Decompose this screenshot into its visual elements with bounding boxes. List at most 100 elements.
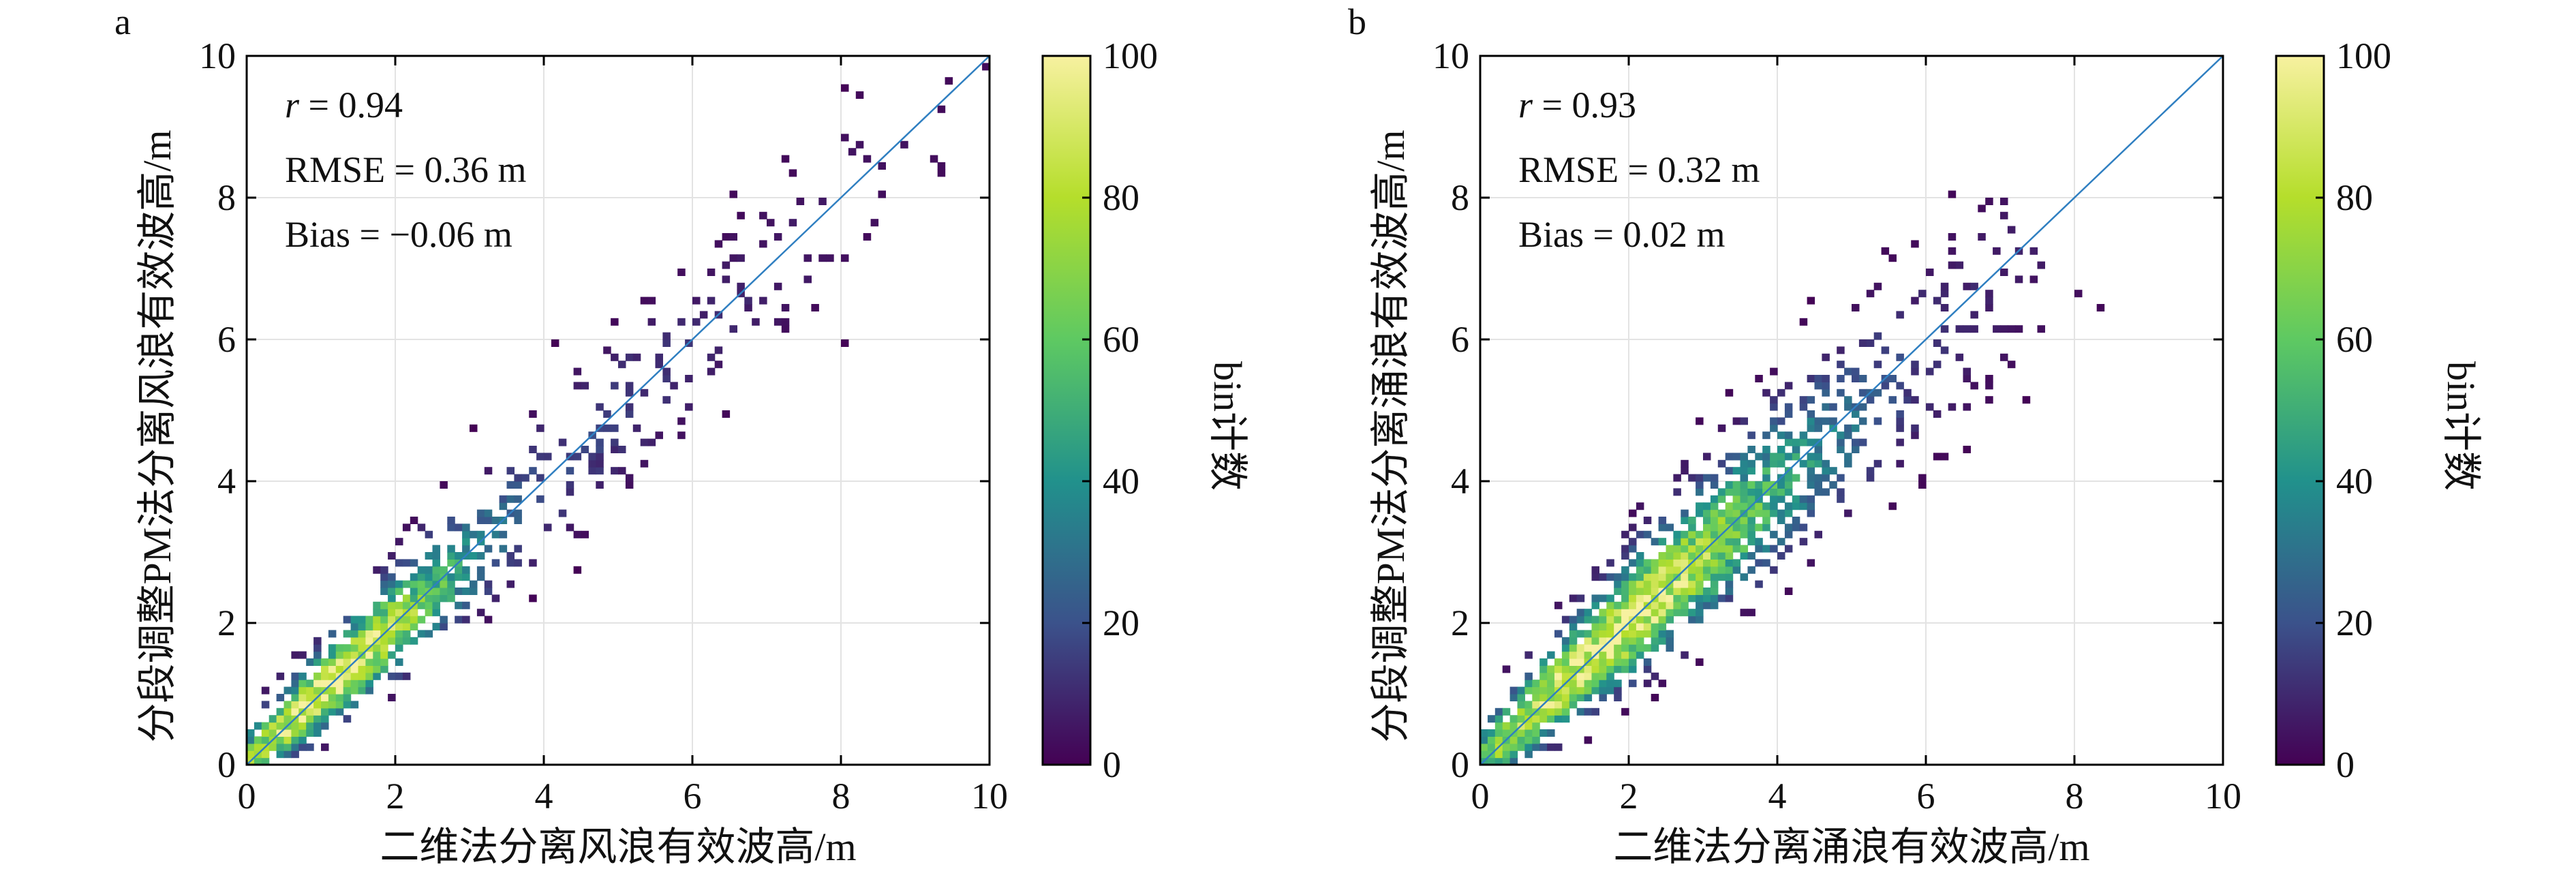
heatmap-cell	[1844, 453, 1852, 461]
heatmap-cell	[1696, 559, 1704, 567]
heatmap-cell	[1911, 361, 1919, 369]
heatmap-cell	[1784, 481, 1793, 489]
heatmap-cell	[1673, 601, 1681, 609]
heatmap-cell	[611, 353, 619, 361]
heatmap-cell	[321, 715, 329, 723]
heatmap-cell	[343, 694, 352, 701]
heatmap-cell	[1651, 538, 1659, 546]
heatmap-cell	[1666, 601, 1674, 609]
heatmap-cell	[566, 467, 574, 475]
heatmap-cell	[1710, 474, 1719, 482]
heatmap-cell	[1621, 707, 1629, 716]
heatmap-cell	[283, 743, 292, 751]
colorbar-label-b: bin计数	[2439, 361, 2483, 491]
y-tick-label-a: 4	[217, 461, 236, 502]
heatmap-cell	[1903, 396, 1912, 404]
heatmap-cell	[1740, 552, 1748, 560]
heatmap-cell	[506, 481, 515, 489]
heatmap-cell	[328, 686, 337, 695]
heatmap-cell	[692, 318, 701, 326]
heatmap-cell	[321, 658, 329, 666]
heatmap-cell	[1799, 502, 1808, 510]
heatmap-cell	[1681, 609, 1689, 617]
heatmap-cell	[343, 651, 352, 659]
x-tick-label-a: 4	[535, 776, 553, 817]
heatmap-cell	[373, 615, 381, 624]
heatmap-cell	[1614, 680, 1622, 688]
heatmap-cell	[573, 566, 582, 574]
heatmap-cell	[373, 665, 381, 673]
heatmap-cell	[462, 523, 470, 532]
heatmap-cell	[611, 438, 619, 446]
heatmap-cell	[1755, 453, 1763, 461]
heatmap-cell	[425, 566, 433, 574]
heatmap-cell	[1732, 467, 1741, 475]
heatmap-cell	[447, 552, 455, 560]
heatmap-cell	[1717, 459, 1726, 468]
heatmap-cell	[1681, 467, 1689, 475]
heatmap-cell	[1784, 474, 1793, 482]
heatmap-cell	[707, 269, 716, 276]
heatmap-cell	[1852, 304, 1860, 311]
heatmap-cell	[581, 446, 589, 453]
heatmap-cell	[1599, 686, 1607, 695]
heatmap-cell	[291, 694, 299, 701]
heatmap-cell	[484, 545, 493, 553]
heatmap-cell	[313, 651, 322, 659]
colorbar-label-a: bin计数	[1206, 361, 1250, 491]
heatmap-cell	[1606, 623, 1614, 630]
heatmap-cell	[1636, 566, 1644, 574]
heatmap-cell	[662, 396, 671, 404]
y-tick-label-b: 4	[1451, 461, 1469, 502]
heatmap-cell	[1770, 367, 1778, 376]
heatmap-cell	[499, 545, 508, 553]
heatmap-cell	[402, 580, 411, 588]
heatmap-cell	[1985, 375, 1993, 382]
heatmap-cell	[2074, 290, 2083, 298]
heatmap-cell	[313, 729, 322, 737]
heatmap-cell	[662, 332, 671, 340]
heatmap-cell	[1948, 233, 1957, 241]
heatmap-cell	[1762, 502, 1770, 510]
heatmap-cell	[1873, 417, 1882, 425]
heatmap-cell	[1933, 453, 1942, 461]
heatmap-cell	[1822, 403, 1830, 411]
heatmap-cell	[261, 701, 270, 709]
heatmap-cell	[1963, 282, 1971, 290]
heatmap-cell	[1792, 474, 1800, 482]
heatmap-cell	[1725, 588, 1734, 595]
heatmap-cell	[1762, 467, 1770, 475]
heatmap-cell	[417, 630, 426, 638]
heatmap-cell	[491, 594, 500, 603]
heatmap-cell	[1629, 651, 1637, 659]
heatmap-cell	[1710, 573, 1719, 581]
heatmap-cell	[1807, 467, 1815, 475]
heatmap-cell	[1770, 502, 1778, 510]
heatmap-cell	[335, 651, 344, 659]
heatmap-cell	[1837, 438, 1845, 446]
heatmap-cell	[1621, 637, 1629, 645]
heatmap-cell	[1614, 573, 1622, 581]
heatmap-cell	[1524, 722, 1533, 730]
heatmap-cell	[1822, 382, 1830, 390]
colorbar-tick-label-a: 40	[1103, 461, 1139, 502]
heatmap-cell	[1696, 594, 1704, 603]
heatmap-cell	[1725, 467, 1734, 475]
heatmap-cell	[380, 609, 388, 617]
colorbar-b: 0 20 40 60 80 100	[2275, 35, 2391, 785]
heatmap-cell	[1629, 559, 1637, 567]
heatmap-cell	[1970, 382, 1978, 390]
heatmap-cell	[291, 743, 299, 751]
heatmap-cell	[455, 615, 463, 624]
heatmap-cell	[1762, 388, 1770, 397]
heatmap-cell	[1599, 615, 1607, 624]
heatmap-cell	[1896, 459, 1904, 468]
heatmap-cell	[611, 318, 619, 326]
heatmap-cell	[1666, 615, 1674, 624]
heatmap-cell	[1993, 247, 2001, 255]
heatmap-cell	[484, 467, 493, 475]
heatmap-cell	[1576, 680, 1585, 688]
heatmap-cell	[1777, 446, 1785, 453]
heatmap-cell	[841, 254, 849, 262]
heatmap-cell	[455, 566, 463, 574]
